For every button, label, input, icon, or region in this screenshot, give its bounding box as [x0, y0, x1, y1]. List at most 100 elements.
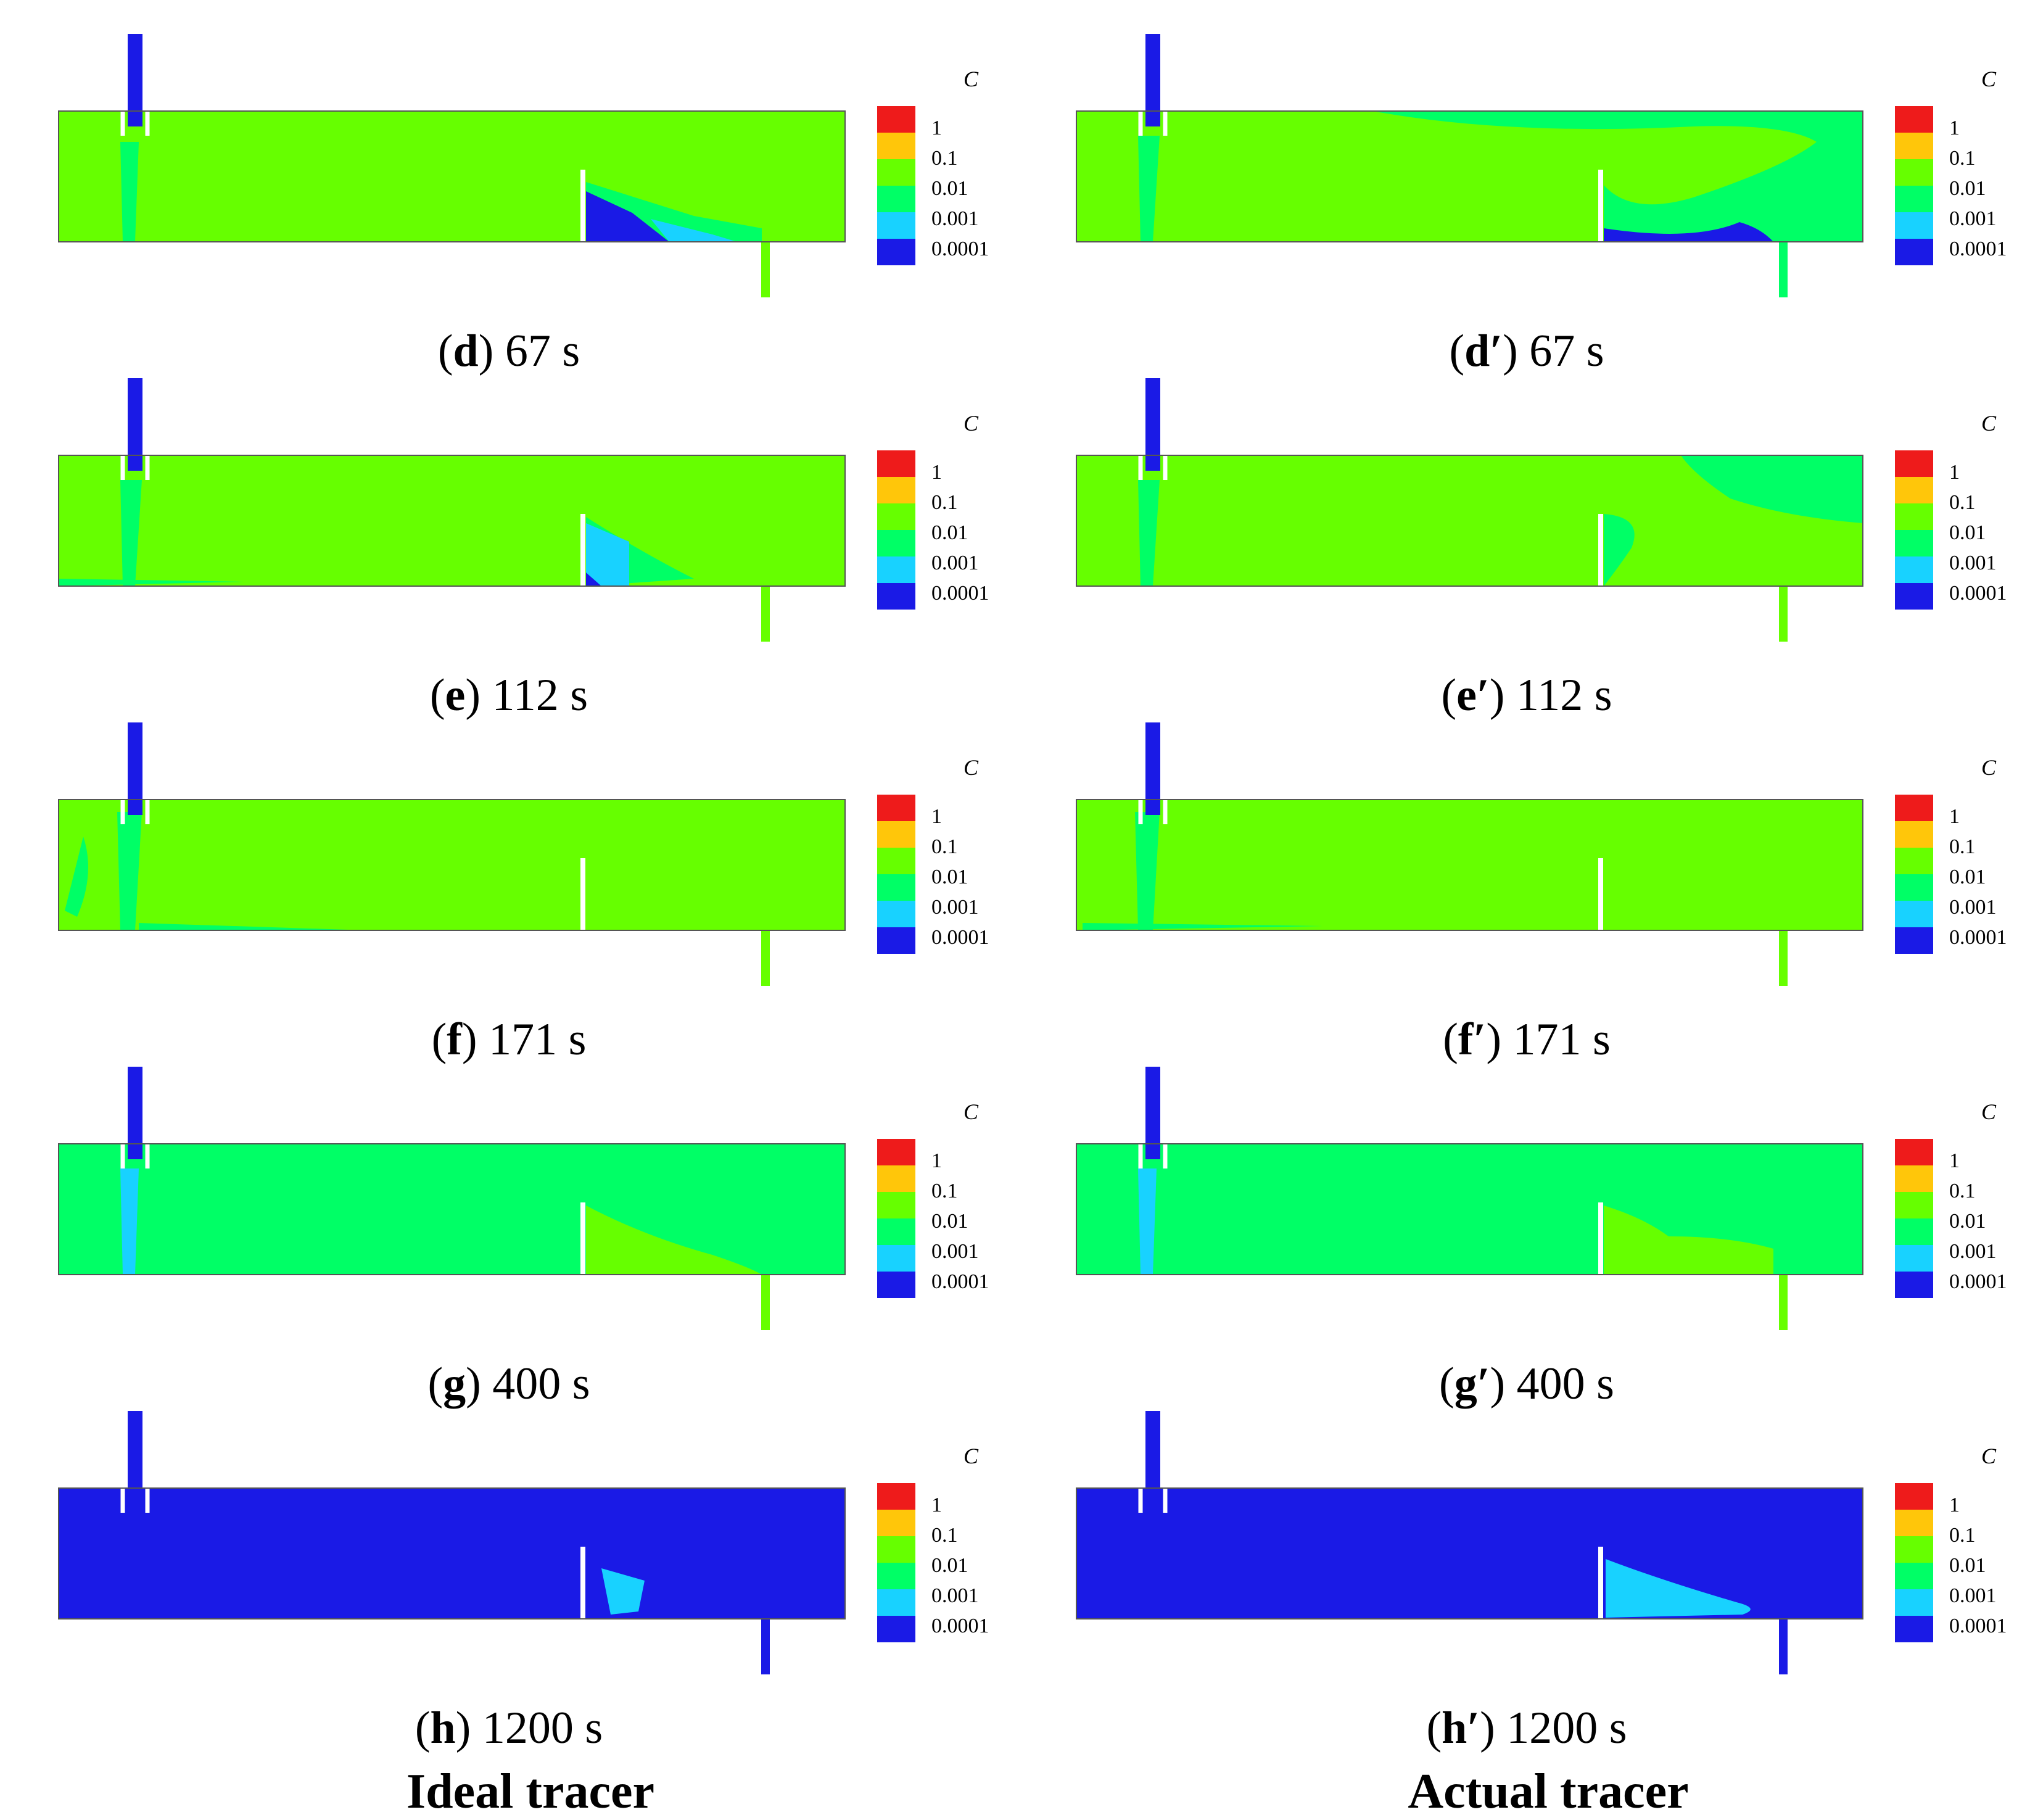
panel-caption: (f′) 171 s	[1443, 1014, 1611, 1065]
legend-title: C	[1981, 755, 1997, 780]
panel-d′	[1076, 34, 1863, 297]
caption-open: (	[438, 326, 453, 376]
caption-time: 400 s	[492, 1359, 590, 1409]
domain-background	[1076, 1488, 1863, 1619]
caption-letter: g′	[1454, 1359, 1490, 1409]
legend-swatch	[1895, 133, 1933, 159]
color-legend: C 1 0.1 0.01 0.001 0.0001	[877, 411, 989, 610]
legend-swatch	[877, 212, 915, 239]
outlet-pipe	[1779, 1619, 1788, 1674]
outlet-region	[1606, 1559, 1751, 1618]
domain-background	[59, 1144, 845, 1275]
legend-swatch	[877, 186, 915, 212]
legend-label: 0.1	[1949, 835, 1976, 858]
plume	[1138, 136, 1160, 242]
plume	[120, 142, 139, 242]
legend-swatch	[877, 1589, 915, 1616]
outlet-region	[586, 523, 629, 586]
legend-swatch	[877, 159, 915, 186]
color-legend: C 1 0.1 0.01 0.001 0.0001	[1895, 755, 2007, 954]
caption-open: (	[432, 1014, 447, 1065]
legend-label: 1	[931, 461, 942, 484]
legend-swatch	[1895, 1139, 1933, 1165]
color-legend: C 1 0.1 0.01 0.001 0.0001	[877, 1444, 989, 1642]
legend-swatch	[877, 1272, 915, 1298]
region	[1083, 923, 1323, 930]
legend-swatch	[1895, 239, 1933, 265]
caption-close: )	[1480, 1703, 1506, 1753]
legend-label: 0.01	[1949, 1554, 1986, 1577]
legend-swatch	[877, 106, 915, 133]
caption-letter: h	[431, 1703, 456, 1753]
legend-swatch	[877, 901, 915, 927]
legend-label: 0.01	[931, 177, 968, 200]
legend-swatch	[877, 1536, 915, 1563]
panel-g	[58, 1067, 846, 1330]
inlet-nozzle	[128, 1411, 142, 1504]
caption-letter: e	[445, 670, 466, 721]
color-legend: C 1 0.1 0.01 0.001 0.0001	[1895, 411, 2007, 610]
caption-time: 1200 s	[482, 1703, 603, 1753]
legend-swatch	[1895, 1192, 1933, 1218]
outlet-pipe	[761, 1275, 770, 1330]
legend-swatch	[1895, 186, 1933, 212]
legend-swatch	[1895, 1483, 1933, 1510]
plume	[120, 1169, 139, 1275]
legend-label: 0.01	[931, 1554, 968, 1577]
color-legend: C 1 0.1 0.01 0.001 0.0001	[877, 67, 989, 265]
domain-background	[59, 455, 845, 586]
inlet-nozzle	[1145, 378, 1160, 471]
panel-d	[58, 34, 846, 297]
legend-label: 0.001	[931, 207, 979, 230]
legend-label: 0.1	[1949, 1180, 1976, 1202]
caption-close: )	[462, 1014, 489, 1065]
legend-swatch	[1895, 450, 1933, 477]
caption-time: 112 s	[492, 670, 588, 721]
legend-swatch	[877, 874, 915, 901]
caption-time: 112 s	[1516, 670, 1612, 721]
legend-swatch	[1895, 212, 1933, 239]
legend-swatch	[1895, 1510, 1933, 1536]
domain-background	[59, 800, 845, 930]
outlet-region	[586, 1206, 762, 1275]
legend-swatch	[1895, 477, 1933, 503]
legend-swatch	[1895, 1563, 1933, 1589]
region	[65, 837, 88, 917]
outlet-region	[1604, 1206, 1773, 1275]
plume	[120, 480, 142, 586]
caption-close: )	[479, 326, 505, 376]
legend-swatch	[877, 1245, 915, 1272]
legend-swatch	[877, 503, 915, 530]
region	[139, 923, 367, 930]
caption-open: (	[427, 1359, 443, 1409]
caption-open: (	[1449, 326, 1464, 376]
legend-swatch	[1895, 901, 1933, 927]
legend-label: 0.01	[931, 1210, 968, 1233]
legend-label: 0.01	[1949, 521, 1986, 544]
panel-e	[58, 378, 846, 642]
inlet-nozzle	[128, 34, 142, 126]
caption-close: )	[466, 1359, 492, 1409]
legend-swatch	[877, 1483, 915, 1510]
legend-title: C	[1981, 67, 1997, 91]
caption-letter: g	[443, 1359, 466, 1409]
legend-swatch	[1895, 159, 1933, 186]
domain-outline	[58, 455, 846, 587]
panel-e′	[1076, 378, 1863, 642]
panel-h	[58, 1411, 846, 1674]
domain-outline	[1076, 1143, 1863, 1275]
plume	[117, 812, 142, 930]
legend-label: 0.0001	[1949, 238, 2007, 260]
legend-swatch	[1895, 1536, 1933, 1563]
inlet-nozzle	[128, 378, 142, 471]
legend-label: 0.001	[1949, 1584, 1997, 1607]
legend-label: 0.001	[931, 552, 979, 574]
panel-caption: (e) 112 s	[430, 670, 588, 721]
caption-time: 171 s	[1512, 1014, 1610, 1065]
panel-caption: (d) 67 s	[438, 326, 580, 376]
caption-time: 67 s	[505, 326, 580, 376]
panel-caption: (e′) 112 s	[1441, 670, 1612, 721]
outlet-pipe	[761, 586, 770, 642]
legend-swatch	[877, 133, 915, 159]
